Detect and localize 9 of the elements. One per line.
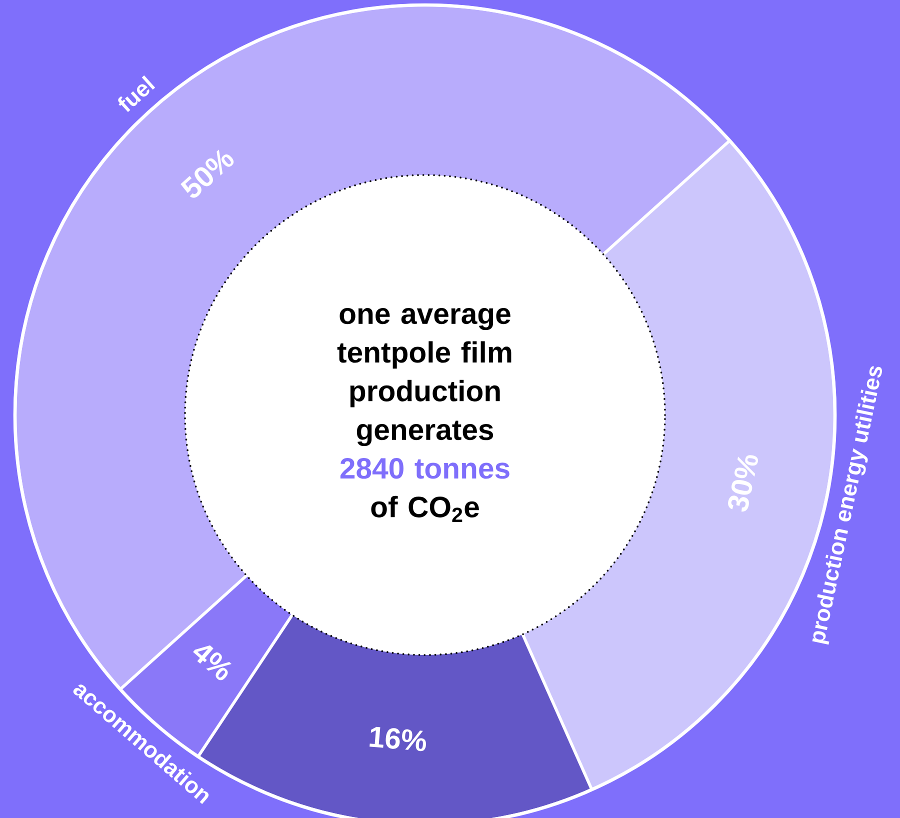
data-label: 16%: [370, 726, 426, 752]
slice-label: fuel: [118, 75, 156, 112]
data-label: 50%: [180, 150, 234, 198]
data-label: 4%: [193, 645, 232, 680]
text: 2840 tonnes: [340, 458, 510, 479]
text: one average tentpole film production generates: [337, 308, 512, 446]
text: of CO$_{2}$e: [371, 496, 479, 522]
data-label: 30%: [728, 455, 758, 512]
slice-label: production energy utilities: [812, 366, 882, 645]
